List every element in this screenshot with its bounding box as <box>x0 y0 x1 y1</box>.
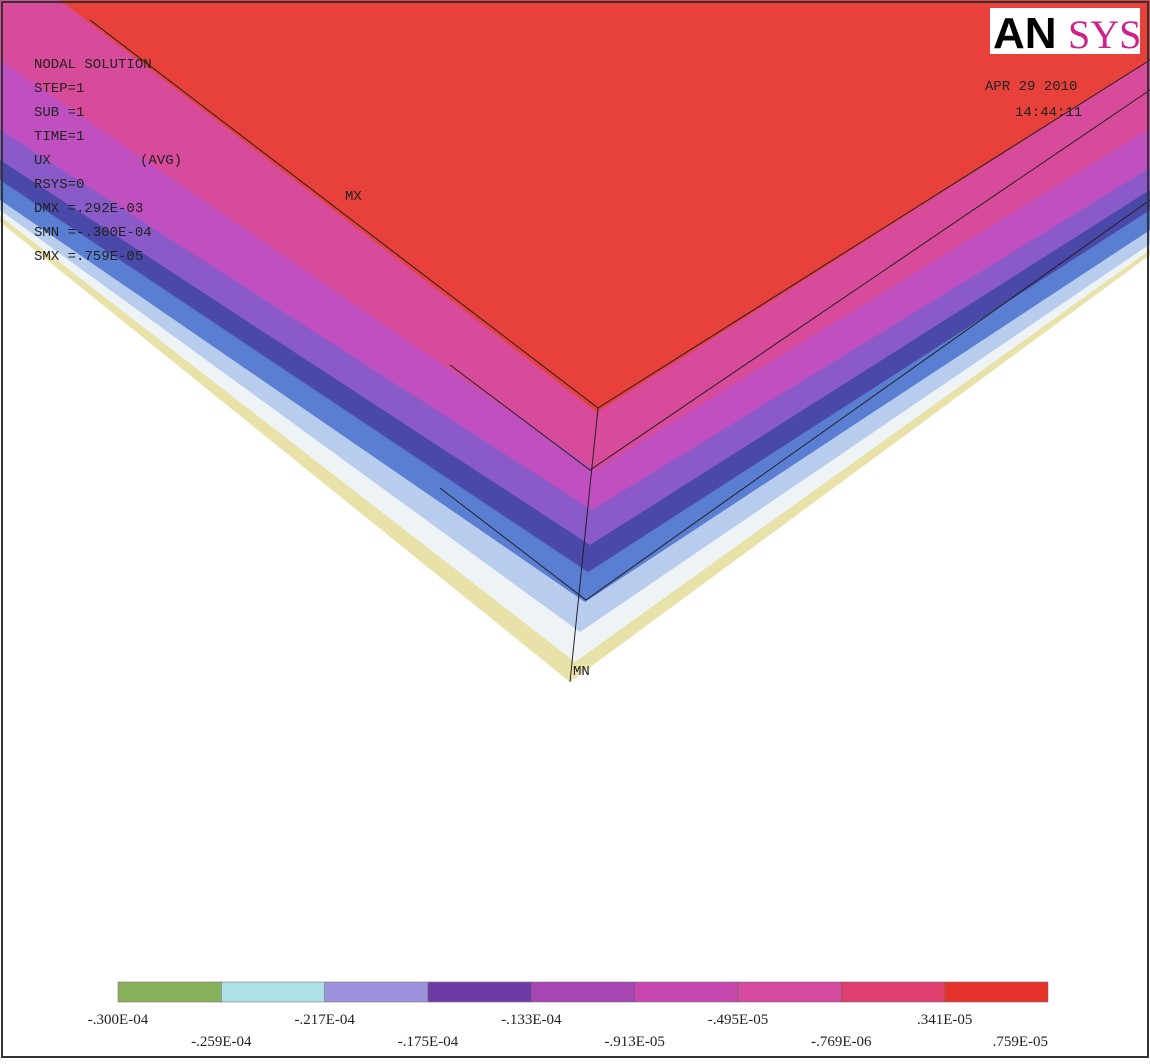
legend-label: -.495E-05 <box>708 1012 768 1028</box>
logo-an: AN <box>993 9 1057 58</box>
legend-label: .341E-05 <box>917 1012 972 1028</box>
info-text: TIME=1 <box>34 129 84 145</box>
min-marker: MN <box>573 664 590 680</box>
legend-label: -.217E-04 <box>294 1012 355 1028</box>
legend-swatch <box>324 981 429 1003</box>
legend-swatch <box>427 981 532 1003</box>
legend-label: -.133E-04 <box>501 1012 562 1028</box>
band <box>60 0 1150 412</box>
legend-swatch <box>634 981 739 1003</box>
contour-plot <box>0 0 1150 683</box>
time: 14:44:11 <box>1015 105 1082 121</box>
logo-sys: SYS <box>1068 12 1141 57</box>
legend-swatch <box>117 981 222 1003</box>
info-text: (AVG) <box>140 153 182 169</box>
info-text: DMX =.292E-03 <box>34 201 143 217</box>
legend-label: -.259E-04 <box>191 1034 252 1050</box>
info-text: UX <box>34 153 51 169</box>
info-text: STEP=1 <box>34 81 84 97</box>
info-text: NODAL SOLUTION <box>34 57 152 73</box>
info-text: SMN =-.300E-04 <box>34 225 152 241</box>
legend-swatch <box>221 981 325 1003</box>
edge-line <box>439 199 1150 601</box>
legend-label: -.769E-06 <box>811 1034 872 1050</box>
legend-swatch <box>841 981 945 1003</box>
info-text: SMX =.759E-05 <box>34 249 143 265</box>
info-text: SUB =1 <box>34 105 84 121</box>
legend-swatch <box>531 981 635 1003</box>
logo-box <box>990 8 1140 54</box>
legend-swatch <box>944 981 1049 1003</box>
max-marker: MX <box>345 189 362 205</box>
legend-swatch <box>737 981 842 1003</box>
legend-label: -.913E-05 <box>604 1034 664 1050</box>
legend-label: -.175E-04 <box>398 1034 459 1050</box>
edge-line <box>449 89 1150 471</box>
edge-line <box>569 407 599 683</box>
info-text: RSYS=0 <box>34 177 84 193</box>
legend-label: .759E-05 <box>993 1034 1048 1050</box>
date: APR 29 2010 <box>985 79 1077 95</box>
legend-label: -.300E-04 <box>88 1012 149 1028</box>
